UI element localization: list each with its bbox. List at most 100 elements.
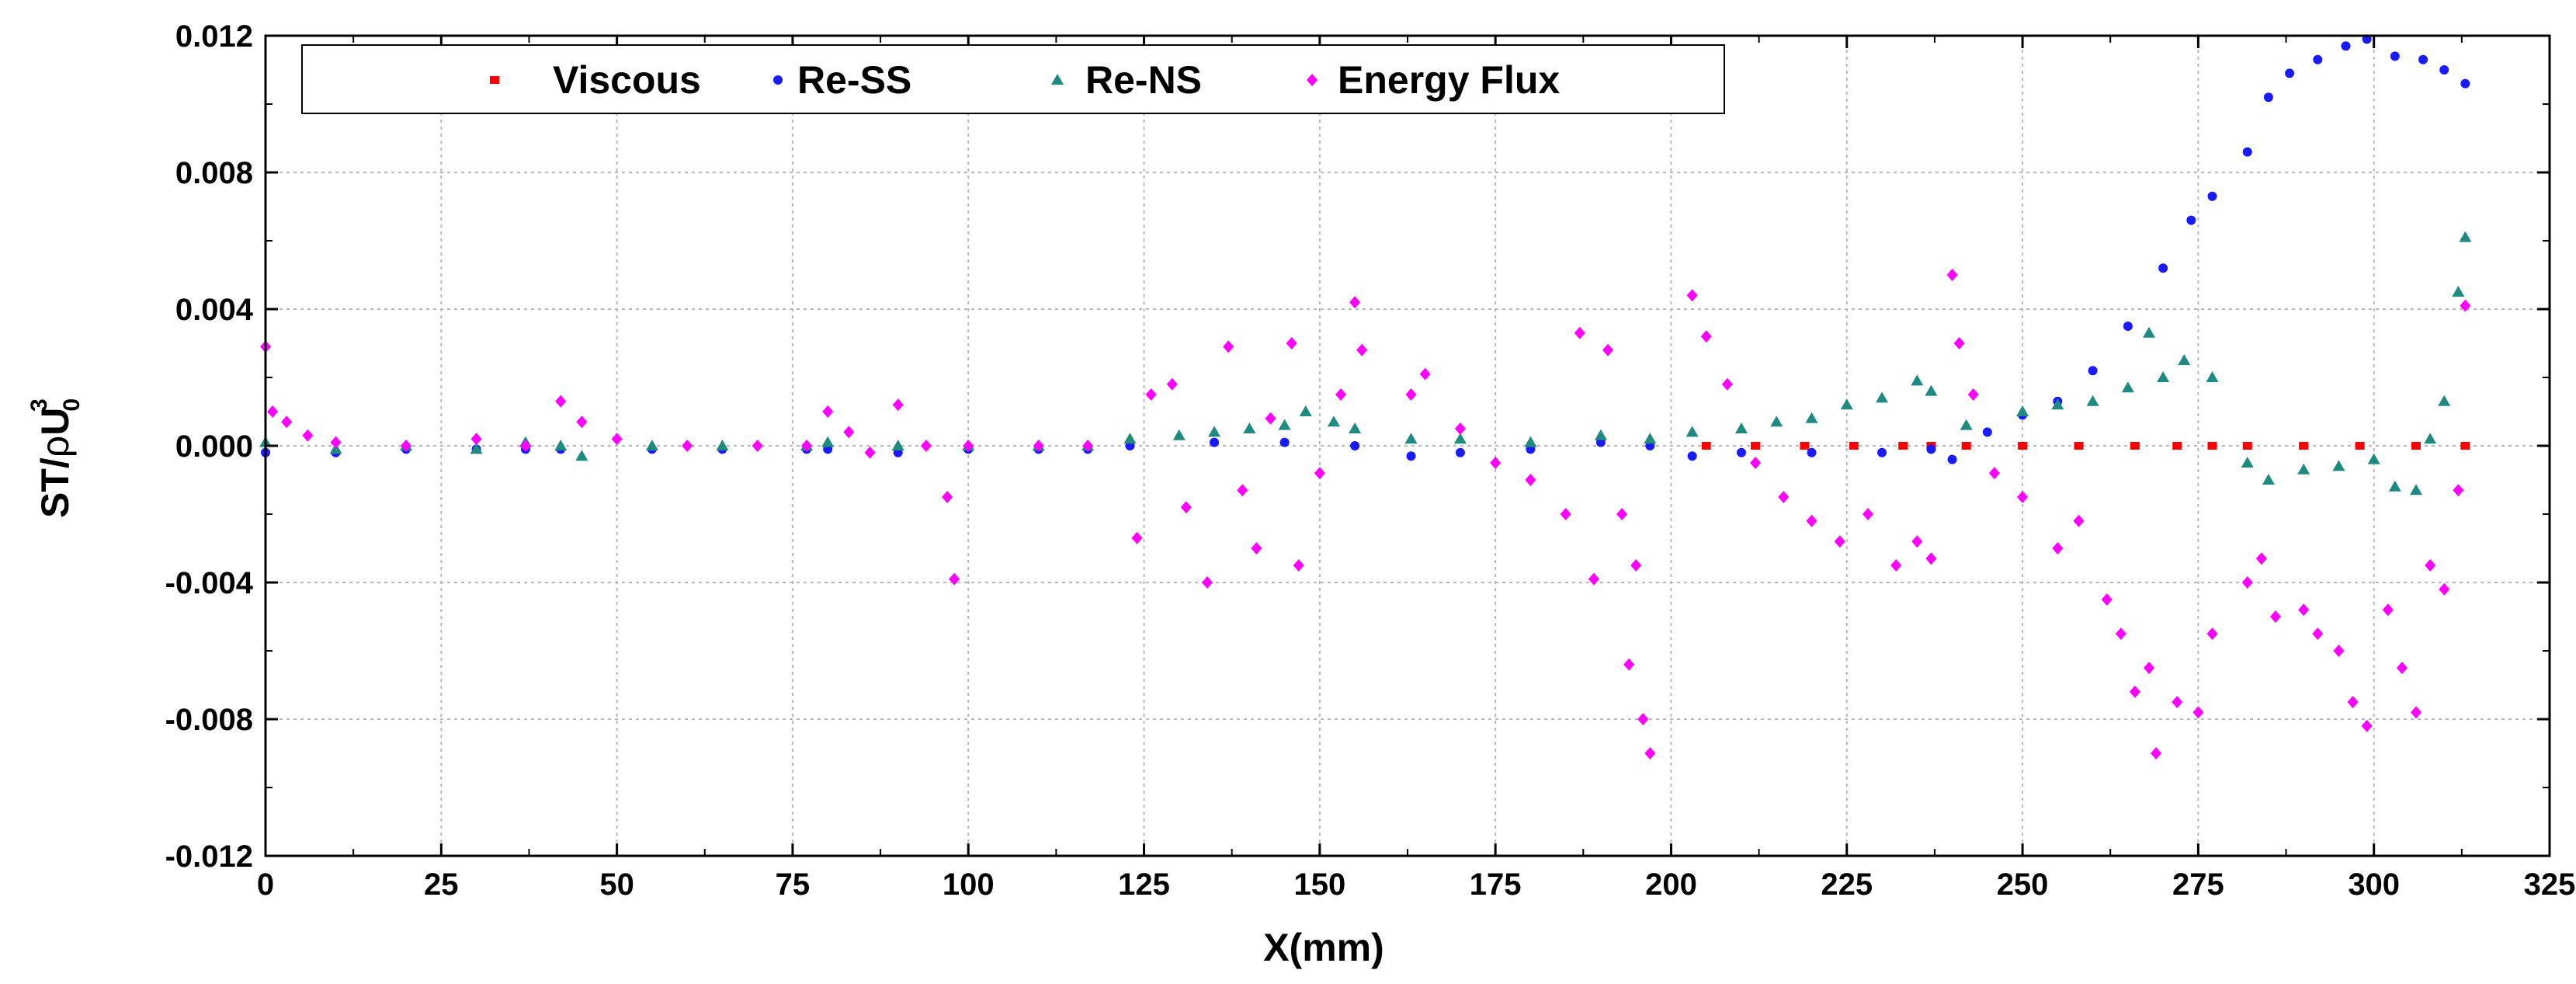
- data-point-energy-flux: [1616, 508, 1628, 520]
- x-tick-label: 100: [943, 868, 995, 902]
- data-point-viscous: [1849, 442, 1859, 450]
- data-point-energy-flux: [752, 440, 763, 452]
- data-point-re-ns: [1594, 429, 1607, 440]
- data-point-re-ns: [891, 440, 904, 450]
- data-point-energy-flux: [2192, 706, 2204, 719]
- data-point-re-ns: [2332, 460, 2345, 471]
- data-point-re-ns: [2262, 474, 2275, 485]
- data-point-energy-flux: [843, 426, 855, 439]
- data-point-energy-flux: [401, 440, 412, 452]
- data-point-energy-flux: [1356, 343, 1368, 356]
- data-point-energy-flux: [1166, 377, 1178, 391]
- data-point-re-ns: [1840, 398, 1853, 410]
- data-point-viscous: [2172, 442, 2182, 450]
- data-point-energy-flux: [1525, 474, 1536, 486]
- data-point-viscous: [2411, 442, 2422, 450]
- data-point-re-ns: [1243, 422, 1256, 433]
- data-point-energy-flux: [1033, 440, 1044, 452]
- legend-label-re-ss: Re-SS: [797, 58, 911, 102]
- data-point-energy-flux: [555, 395, 567, 408]
- data-point-energy-flux: [2425, 559, 2436, 572]
- data-point-re-ss: [2207, 191, 2217, 201]
- data-point-energy-flux: [892, 398, 904, 412]
- data-point-re-ns: [716, 440, 729, 450]
- data-point-energy-flux: [1911, 535, 1923, 548]
- data-point-energy-flux: [801, 440, 813, 452]
- data-point-viscous: [2207, 442, 2217, 450]
- data-point-re-ns: [1876, 391, 1889, 403]
- data-point-re-ns: [1925, 384, 1938, 396]
- data-point-energy-flux: [2052, 542, 2064, 555]
- data-point-re-ss: [1736, 447, 1746, 457]
- data-point-energy-flux: [1862, 508, 1873, 520]
- data-point-re-ns: [1172, 429, 1186, 440]
- y-axis-title-sub: 0: [59, 398, 85, 412]
- data-point-energy-flux: [1293, 559, 1304, 572]
- data-point-re-ns: [1299, 405, 1312, 416]
- y-tick-label: 0.000: [175, 429, 253, 464]
- data-point-energy-flux: [1721, 377, 1733, 391]
- data-point-viscous: [2355, 442, 2365, 450]
- data-point-re-ns: [2051, 398, 2064, 410]
- data-point-energy-flux: [1223, 340, 1234, 353]
- data-point-energy-flux: [2073, 514, 2085, 527]
- data-point-energy-flux: [2361, 719, 2373, 732]
- data-point-viscous: [1751, 442, 1761, 450]
- data-point-re-ss: [2186, 215, 2196, 225]
- data-point-viscous: [2130, 442, 2140, 450]
- data-point-re-ns: [2121, 381, 2134, 393]
- data-point-energy-flux: [470, 433, 482, 446]
- x-tick-label: 225: [1821, 868, 1873, 902]
- ticks-layer: 0 25 50 75 100 125 150 175 200 225 250 275 300 325 -0.…: [165, 19, 2576, 902]
- data-point-energy-flux: [1202, 576, 1213, 589]
- data-point-energy-flux: [864, 446, 876, 459]
- y-tick-label: 0.004: [175, 293, 254, 327]
- data-point-re-ns: [2367, 453, 2380, 464]
- data-point-energy-flux: [1419, 367, 1431, 381]
- data-point-re-ns: [1453, 433, 1467, 444]
- data-point-re-ns: [2438, 395, 2451, 406]
- data-point-re-ss: [1926, 444, 1936, 454]
- data-point-re-ss: [2123, 322, 2133, 331]
- data-point-energy-flux: [2017, 491, 2029, 503]
- data-point-re-ns: [821, 436, 835, 447]
- data-point-energy-flux: [1454, 422, 1466, 435]
- y-axis-title: ST/ρU03: [26, 398, 85, 518]
- data-point-energy-flux: [1750, 457, 1762, 469]
- data-point-energy-flux: [2101, 593, 2113, 606]
- x-tick-label: 125: [1118, 868, 1170, 902]
- data-point-re-ss: [2313, 54, 2323, 64]
- data-point-re-ns: [2388, 480, 2401, 492]
- data-point-energy-flux: [1251, 542, 1262, 555]
- data-point-energy-flux: [1145, 388, 1157, 401]
- data-point-viscous: [2018, 442, 2028, 450]
- data-point-re-ns: [2143, 326, 2156, 338]
- y-axis-title-u: U: [33, 408, 77, 436]
- data-point-energy-flux: [1286, 337, 1297, 349]
- data-point-energy-flux: [1602, 343, 1613, 356]
- data-point-re-ns: [575, 450, 588, 461]
- data-point-re-ss: [1279, 437, 1290, 447]
- data-point-viscous: [2299, 442, 2309, 450]
- legend-box: [301, 44, 1725, 114]
- data-point-energy-flux: [1623, 658, 1635, 671]
- data-point-energy-flux: [330, 436, 342, 449]
- legend-label-re-ns: Re-NS: [1085, 58, 1202, 102]
- data-point-energy-flux: [2453, 484, 2464, 497]
- data-point-re-ss: [2158, 263, 2168, 273]
- data-point-energy-flux: [2396, 662, 2408, 674]
- data-point-re-ss: [2263, 92, 2273, 103]
- data-point-re-ns: [1644, 433, 1657, 444]
- data-point-viscous: [1800, 442, 1810, 450]
- data-point-re-ns: [2241, 457, 2254, 468]
- x-tick-label: 150: [1293, 868, 1345, 902]
- data-point-energy-flux: [1349, 296, 1361, 309]
- data-point-energy-flux: [1490, 457, 1502, 469]
- data-point-viscous: [2460, 442, 2470, 450]
- data-point-energy-flux: [1265, 412, 1276, 425]
- data-point-re-ss: [1350, 441, 1360, 450]
- data-point-energy-flux: [963, 440, 974, 452]
- series-re-ns: [259, 231, 2472, 495]
